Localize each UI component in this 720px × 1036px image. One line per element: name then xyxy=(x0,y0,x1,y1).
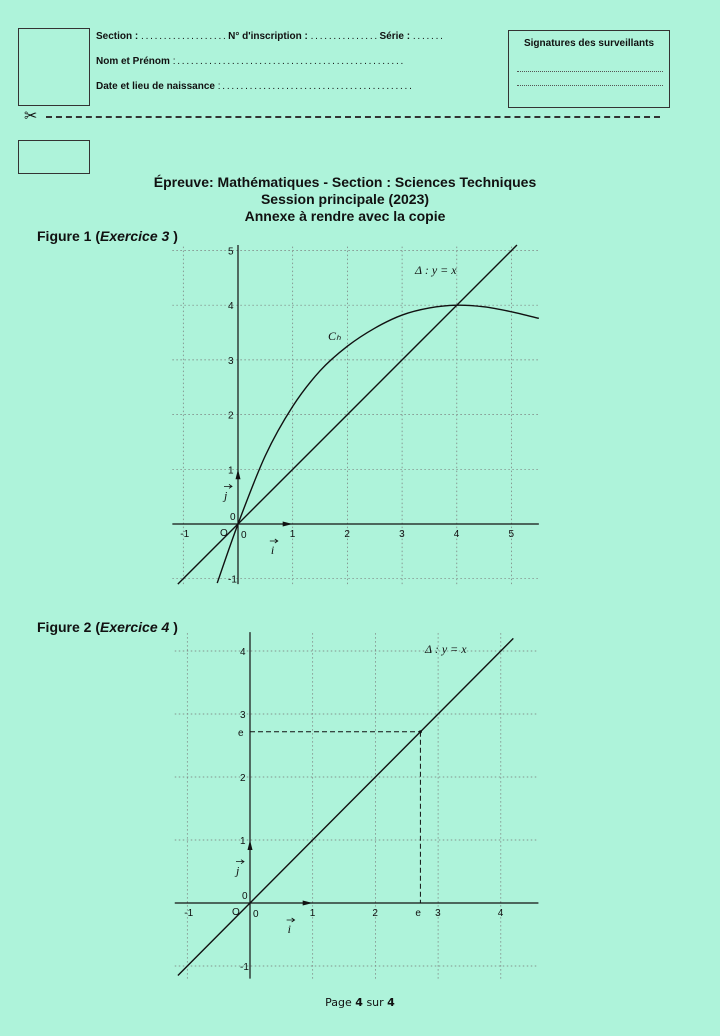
fig1-x-tick-label: 2 xyxy=(344,529,350,540)
fig2-x-tick-label: 3 xyxy=(435,908,441,919)
fig2-y-tick-label-0: 0 xyxy=(242,891,248,902)
naissance-label: Date et lieu de naissance xyxy=(96,81,215,92)
fig1-vector-i-overarrow xyxy=(269,538,279,544)
fig1-delta-label: Δ : y = x xyxy=(414,263,457,277)
signature-line-1[interactable] xyxy=(517,71,663,72)
scissors-icon: ✂ xyxy=(24,106,38,125)
nom-line: Nom et Prénom : . . . . . . . . . . . . … xyxy=(96,56,403,67)
fig2-y-tick-label: -1 xyxy=(240,962,249,973)
nom-field[interactable]: : . . . . . . . . . . . . . . . . . . . … xyxy=(172,56,404,67)
exam-title: Épreuve: Mathématiques - Section : Scien… xyxy=(153,174,537,190)
photo-box xyxy=(18,28,90,106)
fig1-x-tick-label: 5 xyxy=(509,529,515,540)
fig2-e-y-label: e xyxy=(238,728,244,739)
fig1-y-tick-label-0: 0 xyxy=(230,512,236,523)
session-title: Session principale (2023) xyxy=(260,191,430,207)
signatures-box: Signatures des surveillants xyxy=(508,30,670,108)
fig1-vector-i-label: i xyxy=(271,543,274,557)
page-total: 4 xyxy=(387,996,395,1009)
fig1-delta-line xyxy=(177,244,518,585)
figure2-exercise: Exercice 4 xyxy=(100,619,170,635)
fig2-x-tick-label: 1 xyxy=(310,908,316,919)
page-mid: sur xyxy=(362,996,388,1009)
fig1-y-tick-label: -1 xyxy=(228,575,237,586)
fig2-e-x-label: e xyxy=(415,908,421,919)
serie-field[interactable]: . . . . . . . xyxy=(412,31,443,42)
figure2-label-prefix: Figure 2 ( xyxy=(37,619,101,635)
cut-line xyxy=(46,116,660,118)
naissance-field[interactable]: : . . . . . . . . . . . . . . . . . . . … xyxy=(217,81,412,92)
fig2-vector-j-label: j xyxy=(234,864,240,878)
fig1-x-tick-label: 4 xyxy=(454,529,460,540)
serie-label: Série : xyxy=(379,31,411,42)
fig1-y-tick-label: 2 xyxy=(228,411,234,422)
inscription-label: N° d'inscription : xyxy=(228,31,308,42)
figure1-label: Figure 1 (Exercice 3 ) xyxy=(37,228,178,244)
fig2-x-tick-label: -1 xyxy=(184,908,193,919)
section-field[interactable]: . . . . . . . . . . . . . . . . . . . xyxy=(141,31,226,42)
fig1-curve-ch xyxy=(216,304,540,584)
fig1-curve-ch-label: Cₕ xyxy=(328,329,341,343)
figure2-label: Figure 2 (Exercice 4 ) xyxy=(37,619,178,635)
fig1-x-tick-label: 3 xyxy=(399,529,405,540)
fig2-y-tick-label: 1 xyxy=(240,836,246,847)
fig1-origin-label: O xyxy=(220,528,228,539)
annex-title: Annexe à rendre avec la copie xyxy=(244,208,446,224)
fig2-vector-i-overarrow xyxy=(286,917,296,923)
fig1-y-tick-label: 4 xyxy=(228,301,234,312)
fig1-y-tick-label: 1 xyxy=(228,465,234,476)
figure1-exercise: Exercice 3 xyxy=(100,228,170,244)
fig2-delta-line xyxy=(177,637,514,976)
naissance-line: Date et lieu de naissance : . . . . . . … xyxy=(96,81,412,92)
fig2-origin-label: O xyxy=(232,907,240,918)
section-label: Section : xyxy=(96,31,139,42)
fig2-vector-j-overarrow xyxy=(236,859,245,864)
fig1-x-tick-label-0: 0 xyxy=(241,530,247,541)
fig1-y-tick-label: 3 xyxy=(228,356,234,367)
fig1-x-tick-label: 1 xyxy=(290,529,296,540)
fig2-x-tick-label: 2 xyxy=(372,908,378,919)
section-line: Section : . . . . . . . . . . . . . . . … xyxy=(96,31,443,42)
figure2-label-suffix: ) xyxy=(169,619,178,635)
grade-box xyxy=(18,140,90,174)
fig1-y-tick-label: 5 xyxy=(228,247,234,258)
page-number: 4 xyxy=(355,996,363,1009)
fig2-vector-i-arrow xyxy=(302,900,313,906)
fig1-vector-j-label: j xyxy=(222,488,228,502)
fig2-vector-j-arrow xyxy=(247,840,253,850)
figure1-label-suffix: ) xyxy=(169,228,178,244)
signature-line-2[interactable] xyxy=(517,85,663,86)
fig1-x-tick-label: -1 xyxy=(180,529,189,540)
fig2-y-tick-label: 2 xyxy=(240,773,246,784)
fig2-delta-label: Δ : y = x xyxy=(424,642,467,656)
page-prefix: Page xyxy=(325,996,356,1009)
fig2-x-tick-label-0: 0 xyxy=(253,909,259,920)
page-footer: Page 4 sur 4 xyxy=(0,996,720,1009)
nom-label: Nom et Prénom xyxy=(96,56,170,67)
fig2-y-tick-label: 3 xyxy=(240,710,246,721)
fig2-x-tick-label: 4 xyxy=(498,908,504,919)
figure1-label-prefix: Figure 1 ( xyxy=(37,228,101,244)
fig1-vector-j-arrow xyxy=(235,469,241,480)
fig1-vector-j-overarrow xyxy=(224,484,233,489)
fig1-vector-i-arrow xyxy=(282,521,293,527)
fig2-vector-i-label: i xyxy=(288,922,291,936)
fig2-y-tick-label: 4 xyxy=(240,647,246,658)
signatures-title: Signatures des surveillants xyxy=(523,38,655,49)
inscription-field[interactable]: . . . . . . . . . . . . . . . xyxy=(310,31,378,42)
